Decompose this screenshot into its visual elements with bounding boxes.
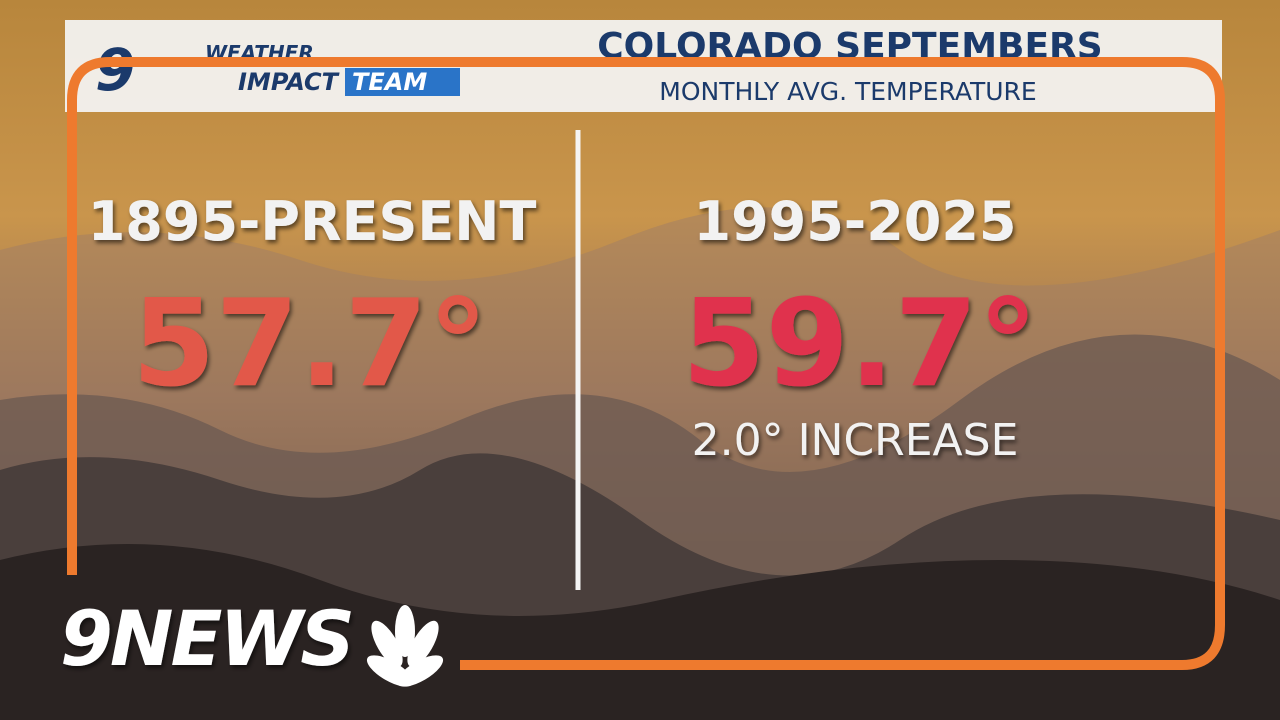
header-logo-impact: IMPACT bbox=[238, 68, 340, 96]
value-right: 59.7° bbox=[682, 275, 1038, 414]
period-left: 1895-PRESENT bbox=[88, 190, 537, 253]
footer-brand: 9NEWS bbox=[60, 594, 352, 683]
header-subtitle: MONTHLY AVG. TEMPERATURE bbox=[659, 77, 1036, 106]
header-logo-team: TEAM bbox=[352, 68, 427, 96]
header-logo-number: 9 bbox=[95, 36, 135, 104]
frame bbox=[67, 57, 1225, 670]
period-right: 1995-2025 bbox=[694, 190, 1017, 253]
value-left: 57.7° bbox=[132, 275, 488, 414]
header-logo-team-box bbox=[345, 68, 460, 96]
mountain-front bbox=[0, 544, 1280, 720]
peacock-logo bbox=[366, 605, 444, 687]
note-right: 2.0° INCREASE bbox=[692, 415, 1019, 466]
